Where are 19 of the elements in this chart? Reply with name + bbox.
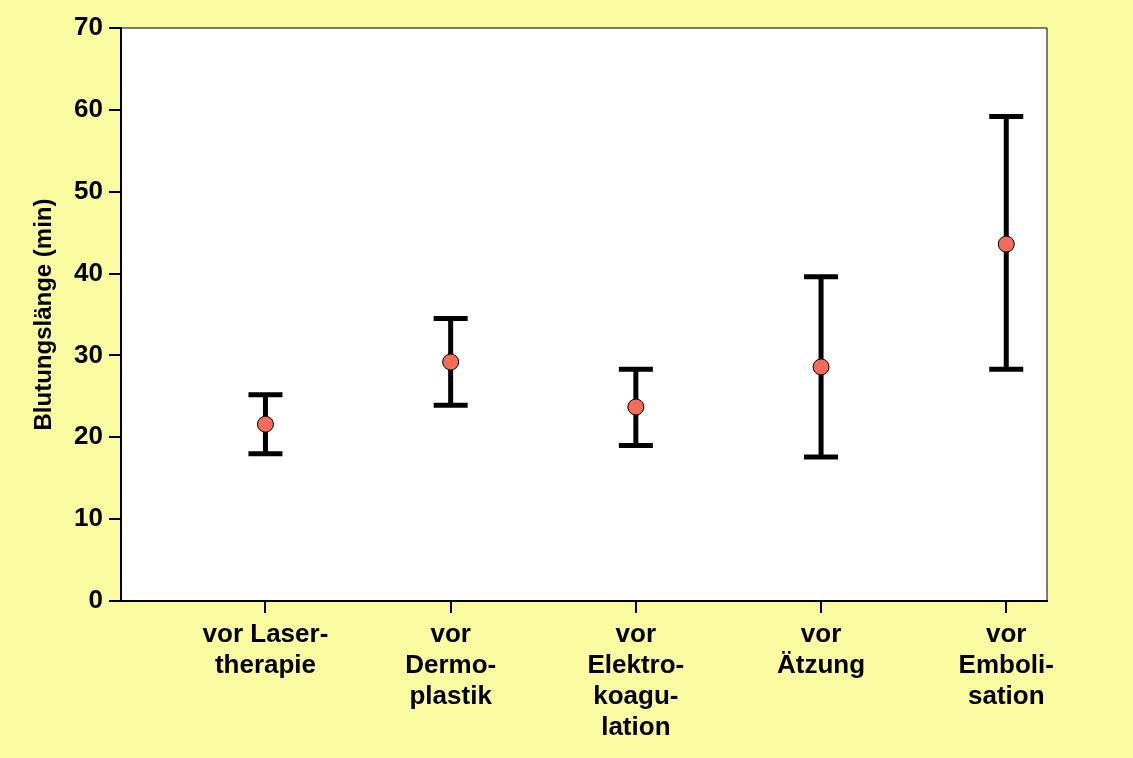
- x-tick-label: vor Laser- therapie: [202, 617, 329, 679]
- x-tick-label: vor Elektro- koagu- lation: [587, 617, 685, 742]
- y-tick-label: 70: [74, 11, 103, 42]
- point: [442, 353, 460, 371]
- x-tick-label: vor Emboli- sation: [958, 617, 1054, 711]
- y-tick-label: 0: [88, 584, 103, 615]
- x-tick-label: vor Dermo- plastik: [405, 617, 497, 711]
- point: [627, 398, 645, 416]
- y-tick-label: 50: [74, 174, 103, 205]
- x-tick-label: vor Ätzung: [777, 617, 866, 679]
- point: [812, 358, 830, 376]
- point: [997, 235, 1015, 253]
- point: [256, 415, 274, 433]
- y-tick-label: 40: [74, 256, 103, 287]
- y-tick-label: 10: [74, 502, 103, 533]
- y-axis-title: Blutungslänge (min): [29, 198, 57, 431]
- y-tick-label: 60: [74, 93, 103, 124]
- y-tick-label: 20: [74, 420, 103, 451]
- y-tick-label: 30: [74, 338, 103, 369]
